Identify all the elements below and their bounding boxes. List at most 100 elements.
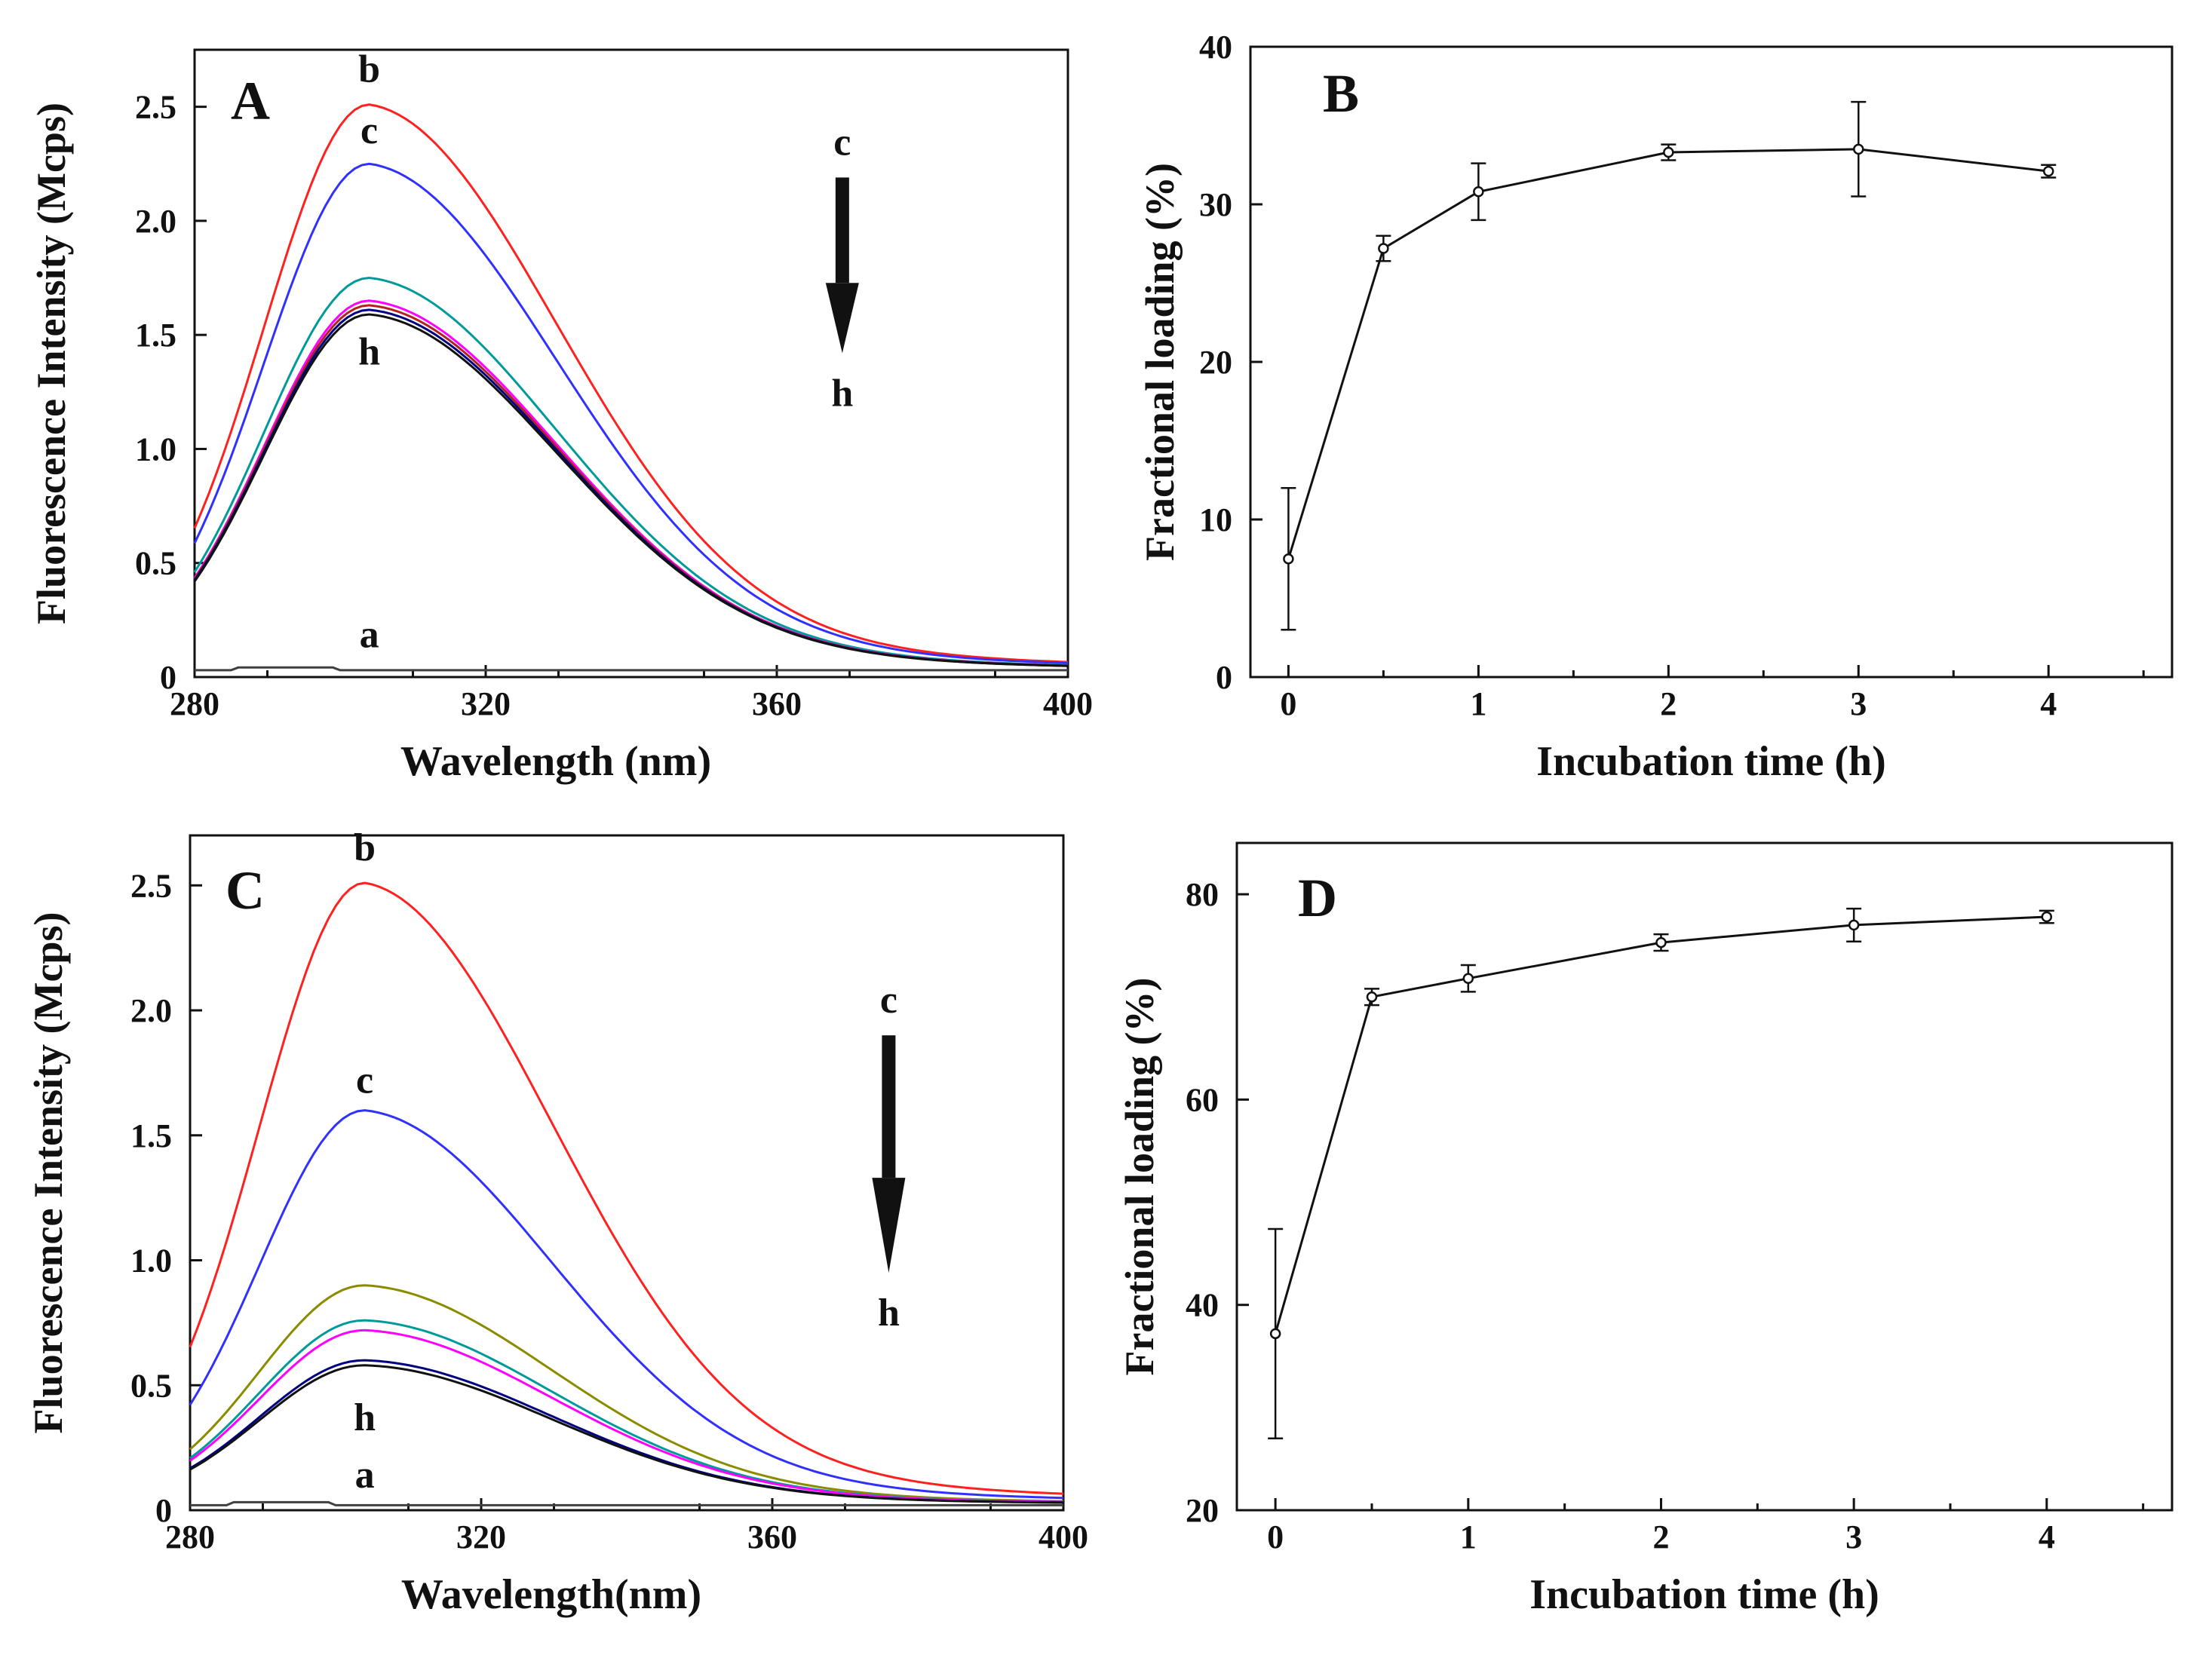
y-axis-title: Fractional loading (%) <box>1137 163 1183 561</box>
x-axis-title: Wavelength(nm) <box>401 1571 701 1618</box>
data-line <box>1274 915 2047 1335</box>
panel-C: 280 320 360 400 0 0.5 1.0 1.5 2.0 2.5 Wavelength(n… <box>26 826 1088 1618</box>
series-curve-a <box>190 1500 1063 1506</box>
y-tick-label: 1.5 <box>130 1117 172 1154</box>
series-curve-b <box>189 881 1064 1495</box>
plot-frame <box>189 834 1065 1512</box>
x-tick-label: 320 <box>461 685 511 722</box>
y-tick-label: 30 <box>1199 186 1232 223</box>
y-tick-label: 0.5 <box>130 1367 172 1404</box>
x-tick-label: 1 <box>1470 685 1486 722</box>
panel-label: A <box>231 71 270 131</box>
y-tick-label: 2.0 <box>130 992 172 1029</box>
panel-label: B <box>1323 63 1359 124</box>
x-tick-label: 280 <box>170 685 219 722</box>
y-tick-label: 0 <box>1216 659 1232 696</box>
panel-A: 280 320 360 400 0 0.5 1.0 1.5 2.0 2.5 Wavelength (… <box>29 48 1093 785</box>
x-tick-label: 2 <box>1660 685 1677 722</box>
x-axis-title: Wavelength (nm) <box>400 738 711 785</box>
series-curve-h <box>193 313 1069 667</box>
x-tick-label: 400 <box>1043 685 1093 722</box>
y-tick-label: 20 <box>1186 1492 1219 1529</box>
curve-label-h: h <box>358 331 380 374</box>
plot-frame <box>1249 45 2174 679</box>
data-point <box>2042 165 2054 177</box>
y-tick-label: 0 <box>160 659 176 696</box>
series-curve-a <box>195 666 1068 672</box>
y-tick-label: 0 <box>155 1492 172 1529</box>
data-point <box>2041 911 2053 923</box>
data-line <box>1287 148 2049 559</box>
x-tick-label: 4 <box>2040 685 2057 722</box>
x-tick-label: 360 <box>747 1518 797 1555</box>
curve-label-c: c <box>360 109 378 152</box>
x-tick-label: 1 <box>1460 1518 1477 1555</box>
y-tick-label: 2.5 <box>135 89 176 126</box>
x-tick-label: 3 <box>1850 685 1867 722</box>
data-point <box>1663 146 1674 158</box>
x-tick-label: 3 <box>1845 1518 1862 1555</box>
curve-label-a: a <box>360 614 379 657</box>
x-axis-title: Incubation time (h) <box>1529 1571 1879 1618</box>
x-tick-label: 360 <box>752 685 802 722</box>
series-curve-b <box>193 103 1069 663</box>
arrow-shaft <box>882 1035 896 1178</box>
y-tick-label: 2.5 <box>130 867 172 904</box>
series-curve-f <box>189 1328 1064 1503</box>
data-point <box>1269 1328 1281 1340</box>
x-tick-label: 280 <box>165 1518 215 1555</box>
y-tick-label: 1.0 <box>130 1243 172 1279</box>
y-tick-label: 80 <box>1186 876 1219 913</box>
arrow-from-label: c <box>880 979 897 1022</box>
data-point <box>1848 919 1860 931</box>
x-tick-label: 0 <box>1267 1518 1284 1555</box>
x-tick-label: 320 <box>456 1518 506 1555</box>
series-curve-d <box>189 1284 1064 1503</box>
series-curve-e <box>193 299 1069 667</box>
panel-D: 0 1 2 3 4 20 40 60 80 Incubation time (h) Fraction… <box>1117 841 2174 1618</box>
y-axis-title: Fractional loading (%) <box>1117 978 1162 1376</box>
plot-frame <box>1235 841 2174 1512</box>
y-tick-label: 40 <box>1186 1287 1219 1324</box>
panel-label: D <box>1298 868 1337 928</box>
curve-label-b: b <box>358 48 380 90</box>
data-point <box>1366 991 1378 1003</box>
series-curve-g <box>193 308 1069 667</box>
x-tick-label: 2 <box>1652 1518 1669 1555</box>
arrow-from-label: c <box>833 121 851 164</box>
plot-frame <box>193 48 1069 679</box>
arrow-to-label: h <box>878 1292 900 1335</box>
y-tick-label: 2.0 <box>135 203 176 240</box>
y-tick-label: 20 <box>1199 344 1232 381</box>
panel-label: C <box>225 860 265 921</box>
x-tick-label: 0 <box>1280 685 1296 722</box>
series-curve-c <box>189 1109 1064 1500</box>
x-tick-label: 400 <box>1039 1518 1088 1555</box>
arrow-head <box>872 1178 906 1273</box>
x-tick-label: 4 <box>2039 1518 2055 1555</box>
data-point <box>1378 243 1389 254</box>
curve-label-h: h <box>354 1396 376 1439</box>
x-axis-title: Incubation time (h) <box>1536 738 1886 785</box>
y-tick-label: 60 <box>1186 1081 1219 1118</box>
y-axis-title: Fluorescence Intensity (Mcps) <box>29 103 74 624</box>
curve-label-b: b <box>354 826 376 869</box>
curve-label-a: a <box>355 1454 375 1497</box>
data-point <box>1462 973 1474 984</box>
y-tick-label: 1.0 <box>135 431 176 467</box>
data-point <box>1473 186 1484 198</box>
series-curve-f <box>193 304 1069 667</box>
arrow-shaft <box>835 177 849 283</box>
data-point <box>1283 553 1294 565</box>
y-tick-label: 1.5 <box>135 317 176 354</box>
y-axis-title: Fluorescence Intensity (Mcps) <box>26 912 71 1434</box>
data-point <box>1853 143 1864 155</box>
arrow-to-label: h <box>831 372 853 415</box>
y-tick-label: 40 <box>1199 29 1232 66</box>
data-point <box>1655 936 1667 948</box>
y-tick-label: 10 <box>1199 501 1232 538</box>
series-curve-h <box>189 1364 1063 1504</box>
series-curve-c <box>193 162 1069 664</box>
